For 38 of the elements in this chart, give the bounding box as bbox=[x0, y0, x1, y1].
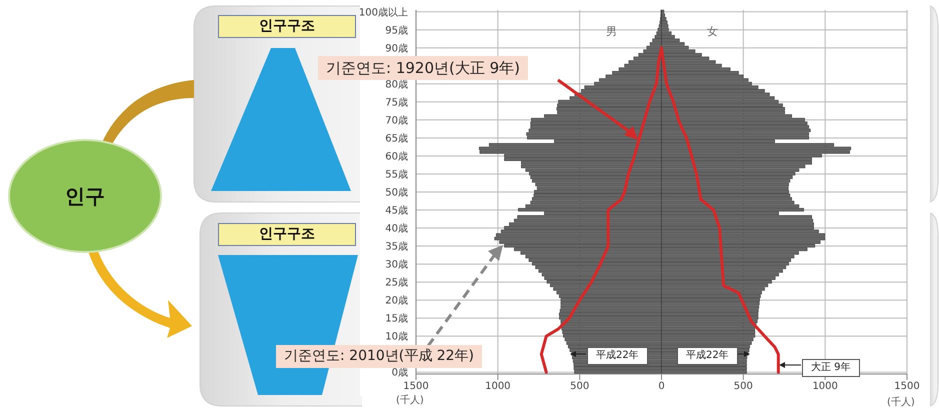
text: (千人) bbox=[396, 395, 424, 407]
x-tick-label: 1000 bbox=[812, 381, 838, 392]
y-tick-label: 70歳 bbox=[385, 114, 408, 126]
y-tick-label: 35歳 bbox=[385, 240, 408, 253]
y-tick-label: 90歳 bbox=[385, 42, 408, 54]
x-tick-label: 1500 bbox=[403, 381, 429, 392]
annotation: 平成22年 bbox=[587, 347, 648, 365]
y-tick-label: 45歳 bbox=[385, 204, 408, 217]
y-tick-label: 65歳 bbox=[385, 132, 408, 144]
y-tick-label: 75歳 bbox=[385, 96, 408, 108]
x-tick-label: 500 bbox=[570, 381, 590, 392]
text: 인구구조 bbox=[218, 223, 356, 246]
y-tick-label: 25歳 bbox=[385, 276, 408, 289]
y-tick-label: 20歳 bbox=[385, 294, 408, 307]
text: 인구구조 bbox=[218, 15, 356, 38]
y-tick-label: 15歳 bbox=[385, 312, 408, 325]
y-tick-label: 60歳 bbox=[385, 150, 408, 163]
x-tick-label: 1000 bbox=[485, 381, 511, 392]
series-label: 女 bbox=[707, 24, 718, 39]
y-tick-label: 100歳以上 bbox=[358, 6, 408, 18]
y-tick-label: 10歳 bbox=[385, 330, 408, 343]
y-tick-label: 40歳 bbox=[385, 222, 408, 235]
annotation: 기준연도: 1920년(大正 9年) bbox=[318, 56, 528, 80]
x-axis-title: (千人) bbox=[887, 396, 915, 409]
y-tick-label: 30歳 bbox=[385, 258, 408, 271]
text: 男 bbox=[606, 24, 617, 39]
y-tick-label: 95歳 bbox=[385, 24, 408, 36]
text: 인구 bbox=[65, 184, 105, 208]
x-tick-label: 0 bbox=[658, 381, 665, 392]
annotation: 平成22年 bbox=[677, 347, 738, 365]
annotation: 기준연도: 2010년(平成 22年) bbox=[276, 345, 482, 368]
y-tick-label: 55歳 bbox=[385, 168, 408, 181]
y-tick-label: 50歳 bbox=[385, 186, 408, 199]
y-tick-label: 0歳 bbox=[392, 366, 408, 379]
x-tick-label: 1500 bbox=[894, 381, 920, 392]
y-tick-label: 80歳 bbox=[385, 78, 408, 90]
x-tick-label: 500 bbox=[734, 381, 753, 392]
annotation: 大正 9年 bbox=[802, 359, 860, 377]
